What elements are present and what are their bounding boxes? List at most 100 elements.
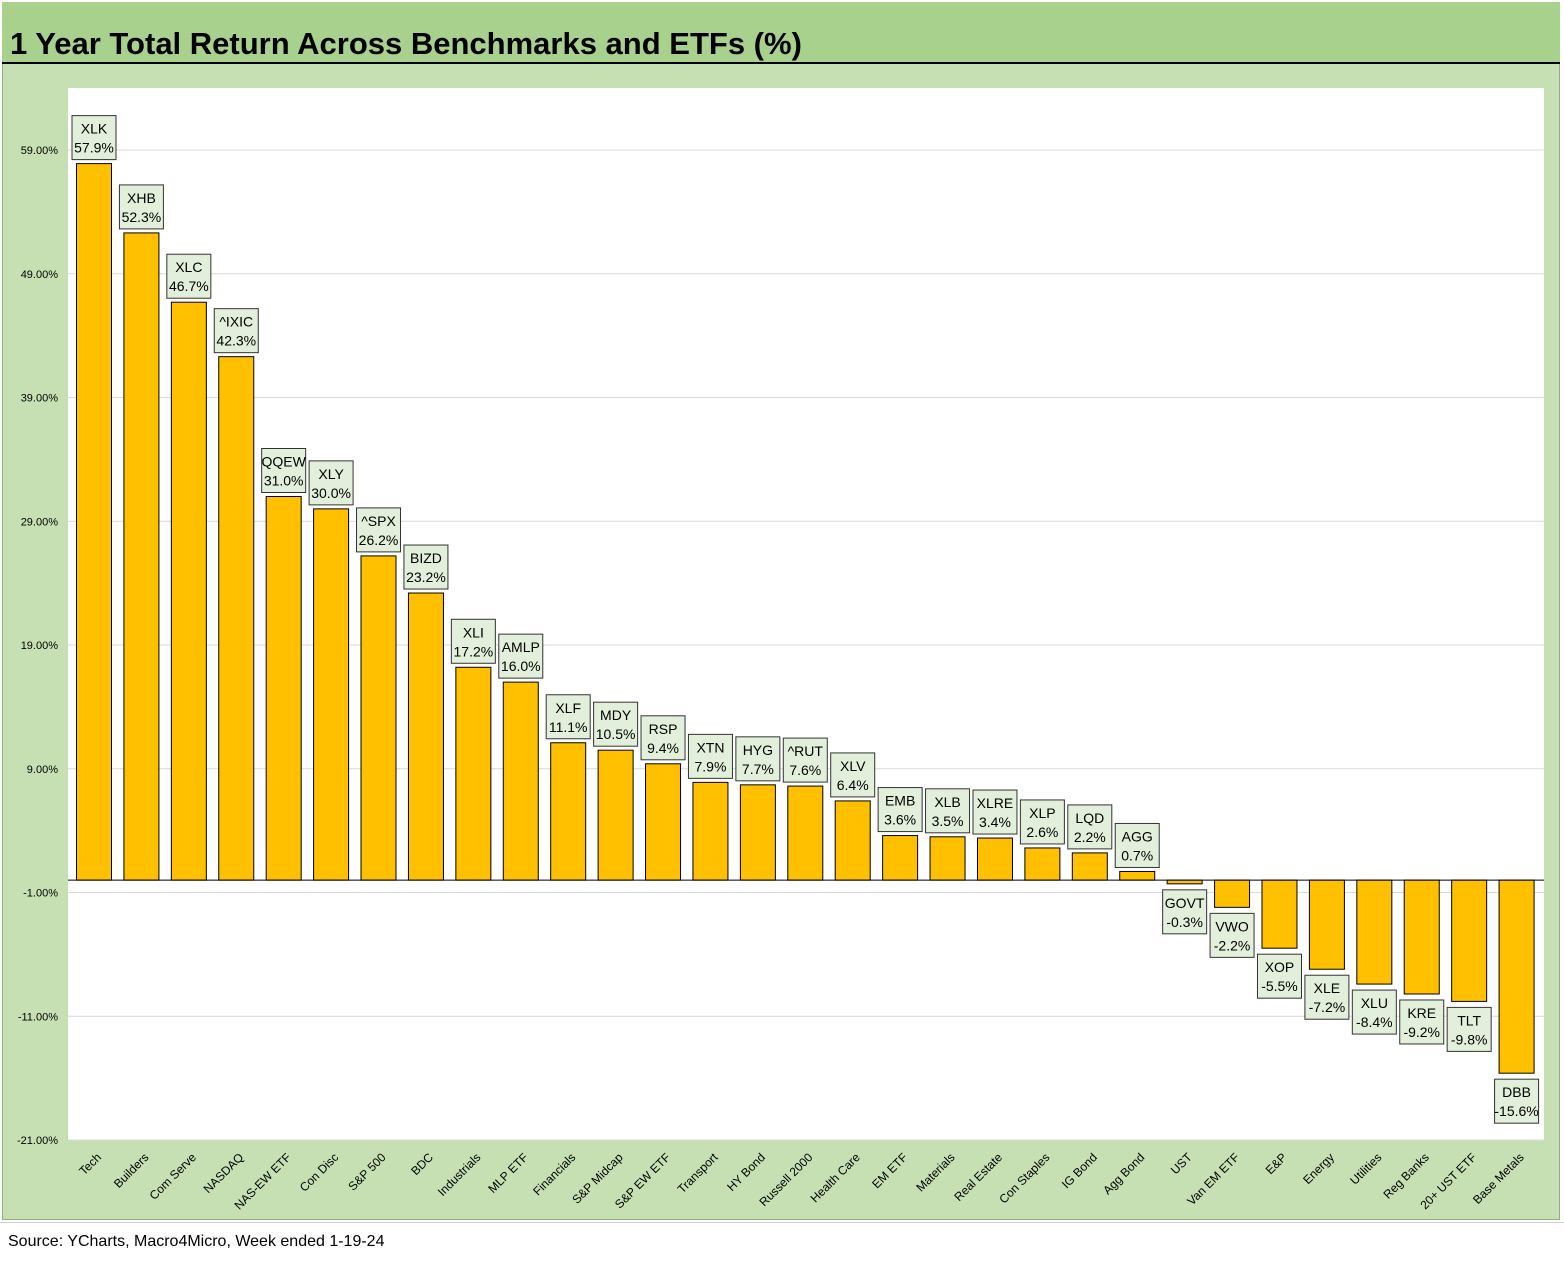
x-tick-label: HY Bond bbox=[724, 1150, 768, 1194]
data-label-ticker: TLT bbox=[1457, 1012, 1481, 1028]
x-tick-label: MLP ETF bbox=[485, 1150, 531, 1196]
data-label-ticker: XLC bbox=[175, 259, 202, 275]
data-label-ticker: HYG bbox=[743, 742, 773, 758]
data-label: LQD 2.2% bbox=[1067, 804, 1113, 850]
bar bbox=[692, 781, 729, 881]
data-label-ticker: EMB bbox=[885, 793, 915, 809]
data-label-value: 7.7% bbox=[742, 761, 774, 777]
data-labels: XLK 57.9% XHB 52.3% XLC 46.7% ^IXIC 42.3% QQEW 31… bbox=[71, 115, 1540, 1124]
x-tick-label: Builders bbox=[111, 1150, 152, 1191]
data-label-ticker: AGG bbox=[1122, 828, 1153, 844]
data-label: XLRE 3.4% bbox=[972, 789, 1018, 835]
data-label-value: 31.0% bbox=[264, 473, 304, 489]
data-label-ticker: XLK bbox=[81, 121, 108, 137]
data-label-value: 16.0% bbox=[501, 658, 541, 674]
data-label-ticker: LQD bbox=[1075, 810, 1104, 826]
title-bar: 1 Year Total Return Across Benchmarks an… bbox=[2, 2, 1560, 64]
x-tick-label: Transport bbox=[675, 1150, 721, 1196]
data-label: XLB 3.5% bbox=[925, 788, 971, 834]
bar-chart: 59.00% 49.00% 39.00% 29.00% 19.00% 9.00% -1.00… bbox=[17, 115, 1544, 1213]
data-label-value: 11.1% bbox=[549, 719, 588, 735]
bar bbox=[1166, 879, 1203, 885]
data-label-value: -9.8% bbox=[1451, 1031, 1488, 1047]
y-tick-label: 29.00% bbox=[21, 516, 59, 528]
data-label-ticker: GOVT bbox=[1165, 895, 1205, 911]
data-label-box bbox=[877, 787, 923, 833]
gridlines bbox=[68, 149, 1544, 1141]
data-label-value: 0.7% bbox=[1121, 847, 1153, 863]
data-label: QQEW 31.0% bbox=[261, 448, 307, 493]
data-label-box bbox=[687, 733, 733, 779]
data-label: BIZD 23.2% bbox=[403, 544, 449, 590]
source-note: Source: YCharts, Macro4Micro, Week ended… bbox=[8, 1233, 385, 1250]
data-label-ticker: XLI bbox=[463, 624, 484, 640]
data-label-value: 2.6% bbox=[1026, 824, 1058, 840]
data-label-value: -8.4% bbox=[1356, 1014, 1393, 1030]
data-label-box bbox=[593, 701, 639, 747]
x-tick-label: E&P bbox=[1263, 1150, 1290, 1177]
bar bbox=[882, 835, 919, 881]
x-tick-label: NASDAQ bbox=[201, 1150, 247, 1196]
data-label-ticker: XLB bbox=[934, 794, 960, 810]
data-label: XLC 46.7% bbox=[166, 253, 212, 299]
data-label: XLY 30.0% bbox=[308, 460, 354, 506]
data-label-box bbox=[1351, 989, 1397, 1035]
data-label-ticker: XLE bbox=[1314, 980, 1340, 996]
bar bbox=[170, 301, 207, 881]
data-label-box bbox=[782, 737, 828, 783]
bar bbox=[502, 681, 539, 881]
data-label-box bbox=[640, 715, 686, 761]
y-tick-label: -1.00% bbox=[23, 888, 58, 900]
bar bbox=[360, 555, 397, 881]
data-label-ticker: KRE bbox=[1407, 1005, 1436, 1021]
data-label-value: 10.5% bbox=[596, 726, 636, 742]
bar bbox=[787, 785, 824, 881]
data-label: XLI 17.2% bbox=[450, 618, 496, 664]
bar bbox=[455, 666, 492, 881]
data-label-value: 3.5% bbox=[932, 813, 964, 829]
data-label-ticker: XLP bbox=[1029, 805, 1055, 821]
data-label-box bbox=[1019, 799, 1065, 845]
y-axis-tick-labels: 59.00% 49.00% 39.00% 29.00% 19.00% 9.00% -1.00… bbox=[17, 145, 58, 1147]
data-label-box bbox=[545, 694, 591, 740]
data-label: GOVT -0.3% bbox=[1162, 889, 1208, 935]
data-label-value: 57.9% bbox=[74, 140, 114, 156]
x-tick-label: EM ETF bbox=[869, 1150, 910, 1191]
data-label-box bbox=[118, 184, 164, 230]
data-label: XLV 6.4% bbox=[830, 752, 876, 798]
bar bbox=[407, 592, 444, 881]
data-label-box bbox=[1494, 1078, 1540, 1124]
data-label-value: 7.9% bbox=[694, 758, 726, 774]
data-label: HYG 7.7% bbox=[735, 736, 781, 782]
x-tick-label: Materials bbox=[913, 1150, 957, 1194]
y-tick-label: 59.00% bbox=[21, 145, 59, 157]
y-tick-label: 39.00% bbox=[21, 393, 59, 405]
data-label: EMB 3.6% bbox=[877, 787, 923, 833]
data-label: XLF 11.1% bbox=[545, 694, 591, 740]
bar bbox=[1356, 879, 1393, 985]
data-label: ^SPX 26.2% bbox=[356, 507, 402, 553]
x-tick-label: IG Bond bbox=[1059, 1150, 1100, 1191]
data-label: AGG 0.7% bbox=[1114, 822, 1160, 868]
data-label-box bbox=[1399, 999, 1445, 1045]
data-label-box bbox=[1114, 822, 1160, 868]
y-tick-label: 9.00% bbox=[27, 764, 58, 776]
bar bbox=[645, 763, 682, 881]
y-tick-label: -11.00% bbox=[18, 1011, 58, 1023]
data-label-ticker: XTN bbox=[696, 739, 724, 755]
bar bbox=[76, 163, 112, 881]
bar bbox=[313, 508, 350, 881]
x-tick-label: Con Disc bbox=[297, 1150, 341, 1194]
data-label: ^IXIC 42.3% bbox=[213, 308, 259, 354]
data-label-value: -2.2% bbox=[1214, 937, 1251, 953]
x-tick-label: BDC bbox=[408, 1150, 436, 1178]
data-label-ticker: XLRE bbox=[977, 795, 1014, 811]
bar bbox=[1451, 879, 1488, 1002]
x-tick-label: Tech bbox=[76, 1150, 104, 1178]
bar bbox=[597, 749, 634, 881]
data-label: XTN 7.9% bbox=[687, 733, 733, 779]
data-label-value: 6.4% bbox=[837, 777, 869, 793]
data-label-ticker: VWO bbox=[1215, 918, 1249, 934]
data-label-ticker: XLV bbox=[840, 758, 866, 774]
